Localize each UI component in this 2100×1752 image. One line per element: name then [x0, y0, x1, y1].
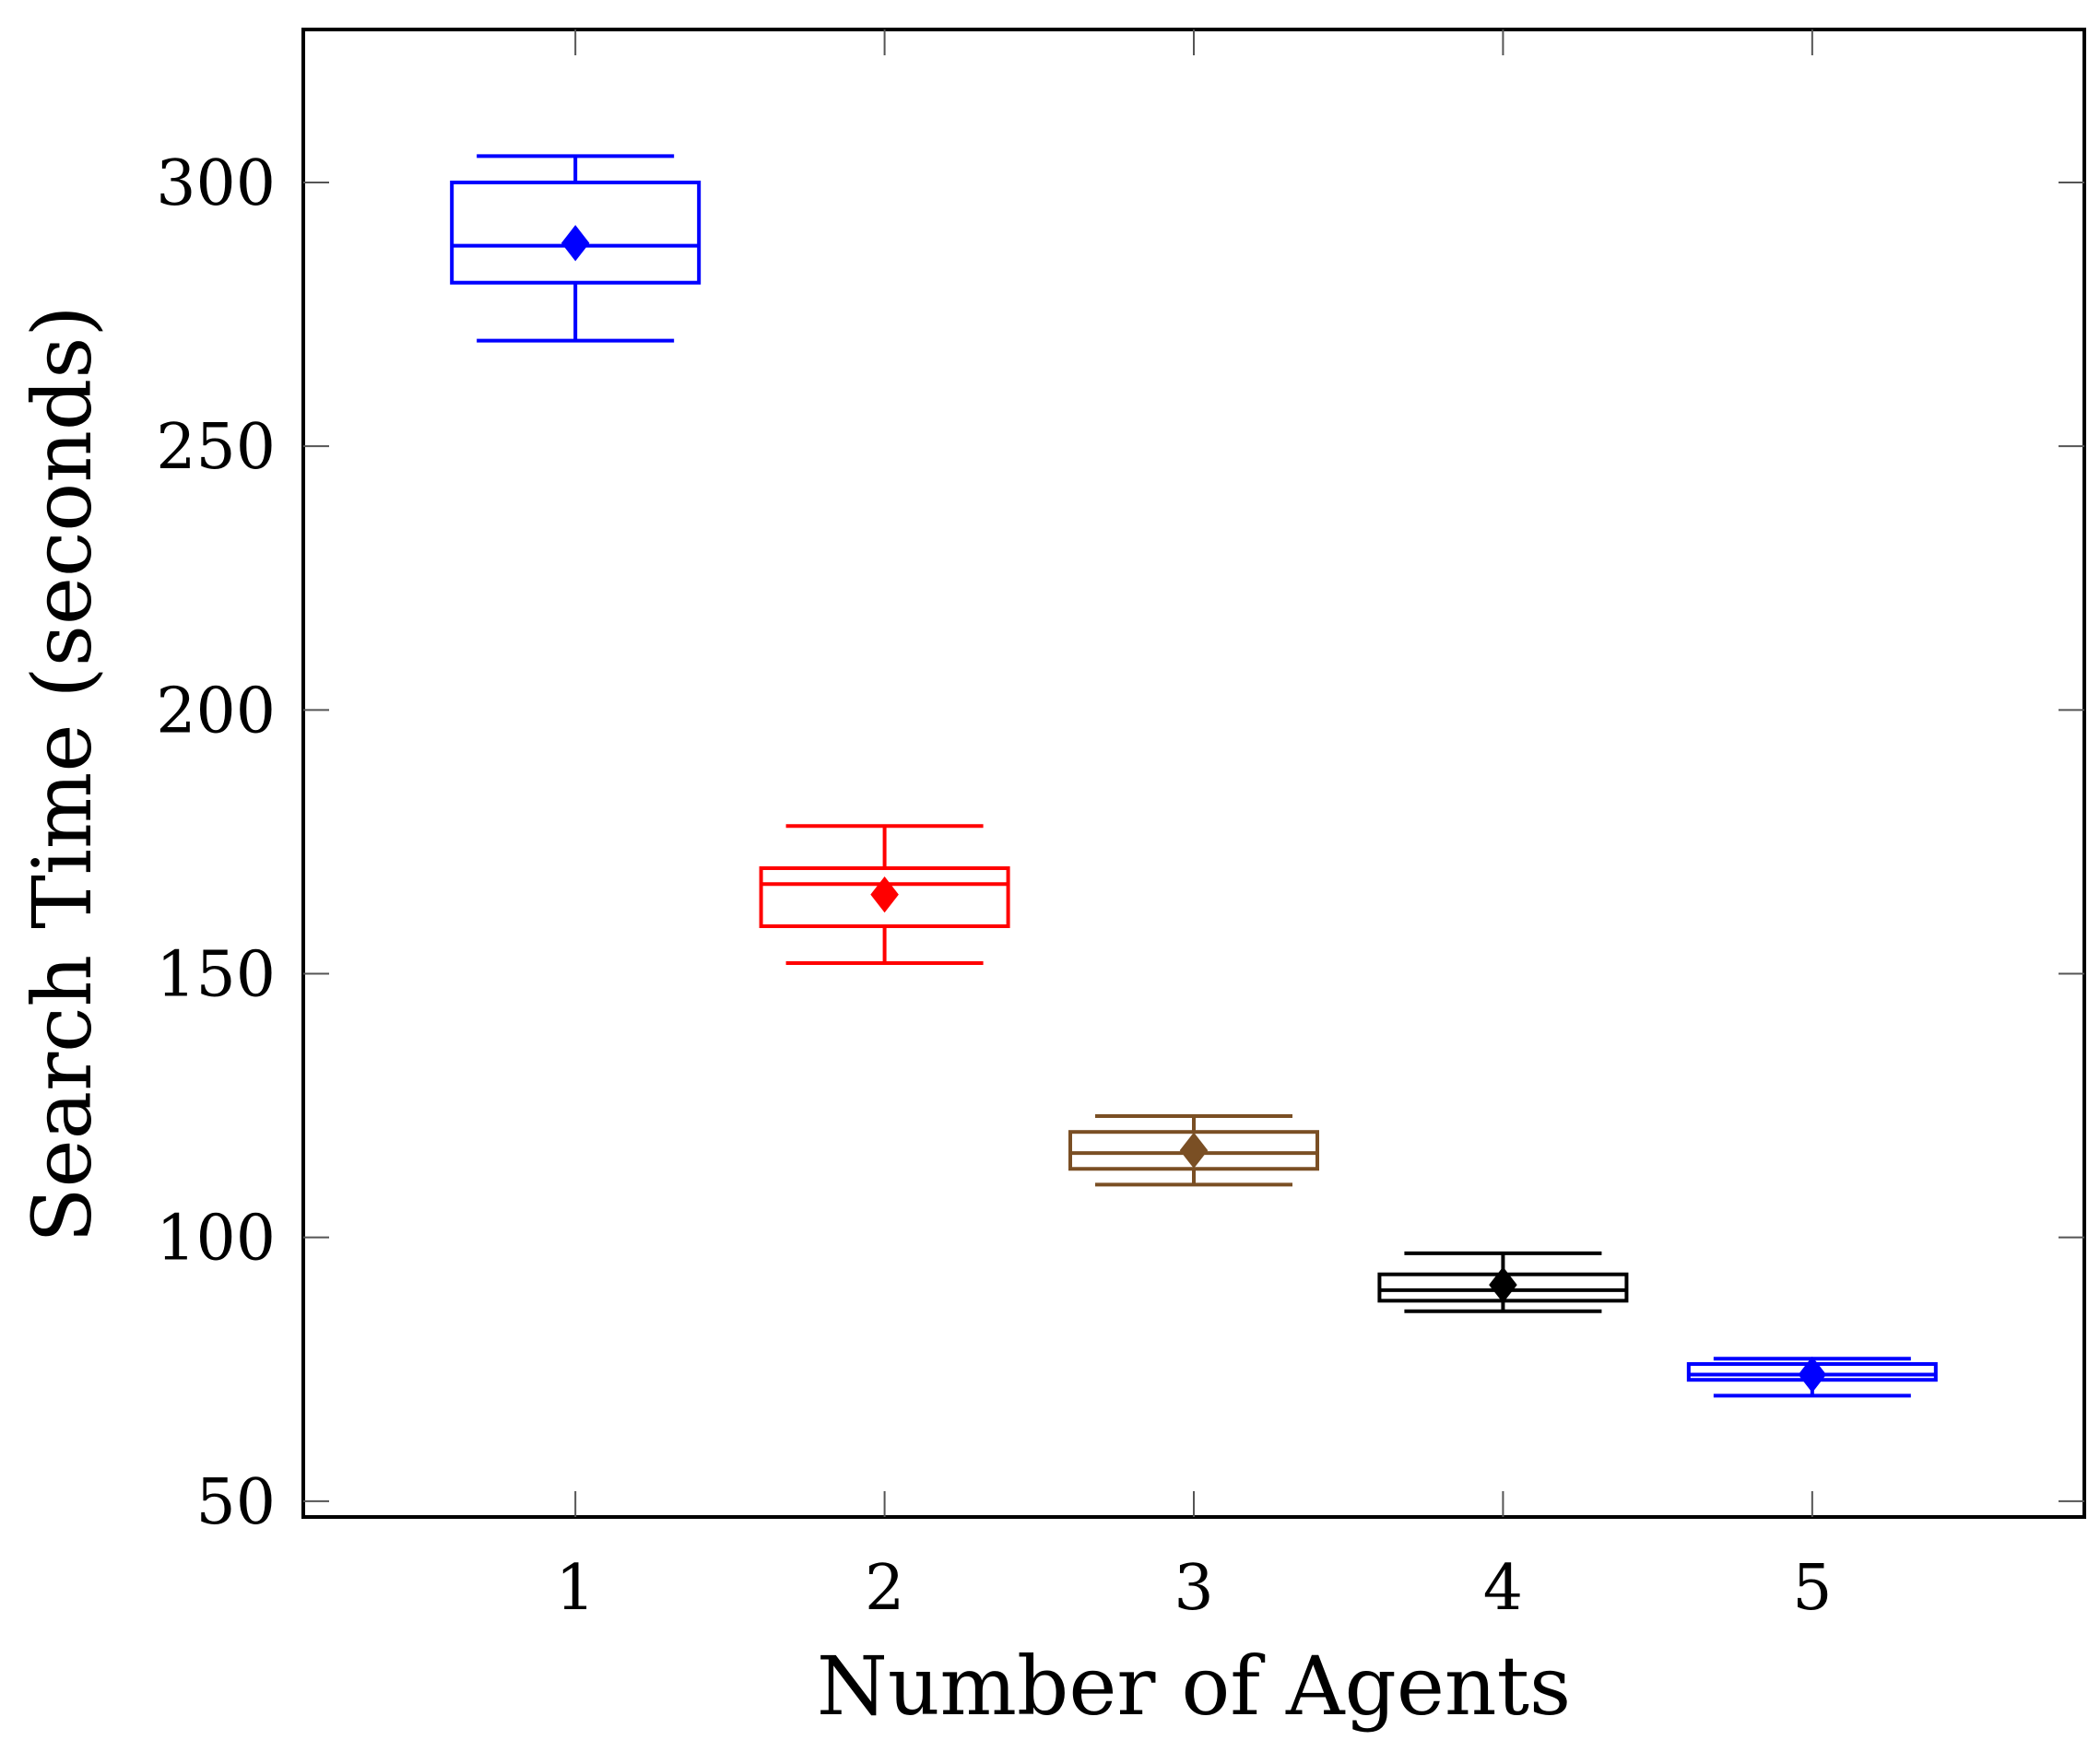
x-tick-label: 1: [556, 1552, 596, 1625]
axis-ticks: [303, 29, 2084, 1517]
interquartile-box: [450, 180, 702, 285]
box-4: [1377, 1251, 1629, 1313]
tick-labels: 1 2 3 4 5 50 100 150 200 250 300: [156, 147, 1832, 1625]
y-tick-label: 300: [156, 147, 276, 220]
y-tick-label: 50: [195, 1466, 276, 1539]
x-tick-label: 2: [865, 1552, 904, 1625]
y-tick-label: 200: [156, 675, 276, 747]
boxes: [450, 154, 1938, 1398]
interquartile-box: [759, 866, 1010, 928]
mean-marker: [560, 225, 590, 262]
y-axis-title: Search Time (seconds): [15, 305, 110, 1243]
box-2: [759, 824, 1010, 966]
x-tick-label: 5: [1792, 1552, 1832, 1625]
y-tick-label: 150: [156, 938, 276, 1011]
box-5: [1686, 1356, 1938, 1398]
mean-marker: [870, 876, 899, 913]
x-axis-title: Number of Agents: [817, 1639, 1571, 1734]
x-tick-label: 3: [1174, 1552, 1213, 1625]
x-tick-label: 4: [1483, 1552, 1523, 1625]
mean-marker: [1798, 1356, 1827, 1393]
y-tick-label: 100: [156, 1203, 276, 1276]
box-3: [1068, 1114, 1319, 1187]
mean-marker: [1489, 1266, 1517, 1303]
interquartile-box: [1068, 1130, 1319, 1171]
box-1: [450, 154, 702, 343]
y-tick-label: 250: [156, 411, 276, 484]
mean-marker: [1179, 1132, 1209, 1169]
